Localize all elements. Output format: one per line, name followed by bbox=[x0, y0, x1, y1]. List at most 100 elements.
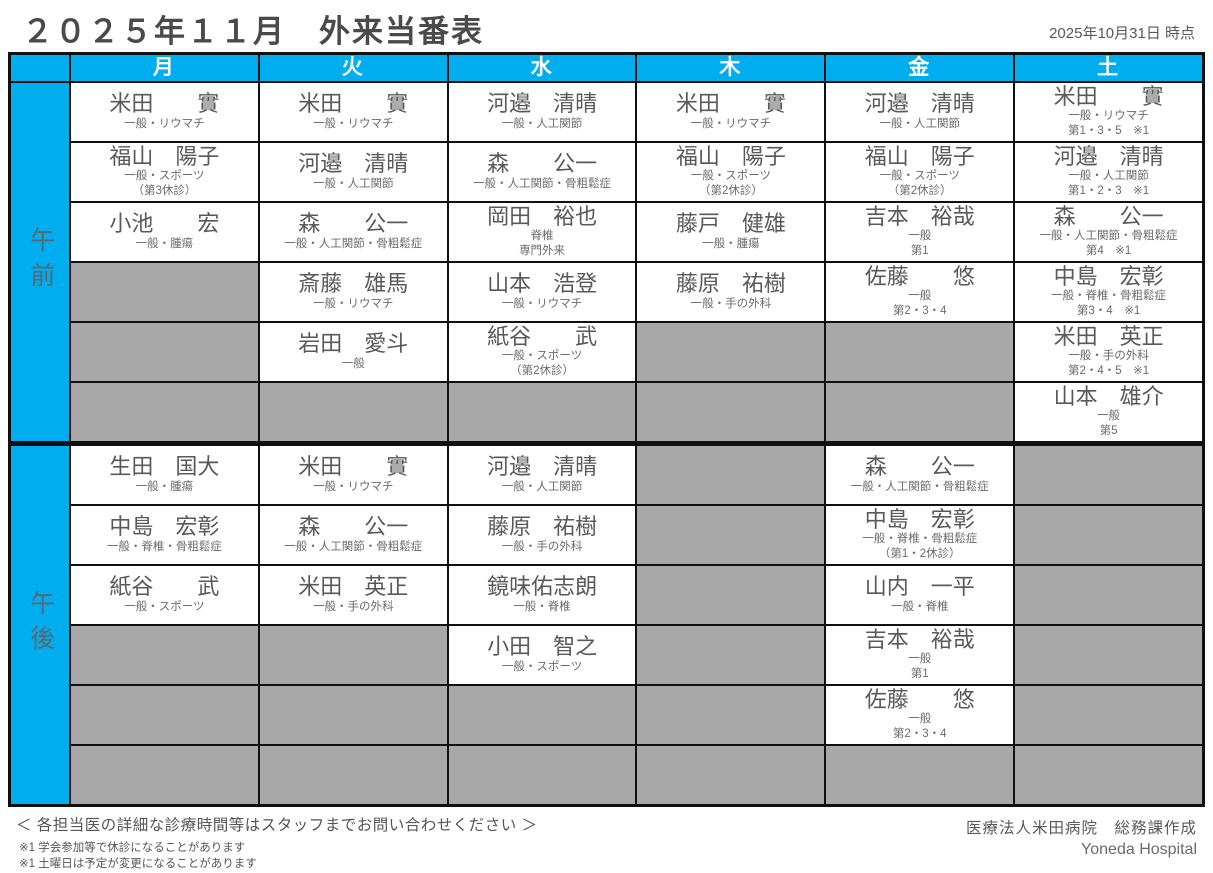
page-title: ２０２５年１１月 外来当番表 bbox=[22, 14, 484, 49]
roster-cell: 藤原 祐樹 一般・手の外科 bbox=[636, 262, 826, 322]
doctor-specialty: 一般 bbox=[908, 230, 932, 243]
roster-cell: 河邉 清晴 一般・人工関節 bbox=[447, 82, 637, 142]
day-header-3: 水 bbox=[447, 54, 637, 82]
roster-cell: 佐藤 悠一般第2・3・4 bbox=[825, 685, 1015, 745]
doctor-specialty: 一般・手の外科 bbox=[1068, 350, 1149, 363]
doctor-name: 河邉 清晴 bbox=[1053, 143, 1164, 169]
roster-cell: 森 公一 一般・人工関節・骨粗鬆症 bbox=[258, 505, 448, 565]
empty-cell bbox=[70, 322, 259, 382]
roster-cell: 中島 宏彰 一般・脊椎・骨粗鬆症 （第1・2休診） bbox=[825, 505, 1015, 565]
doctor-specialty: 脊椎 bbox=[530, 230, 554, 243]
doctor-specialty: 一般・人工関節・骨粗鬆症 bbox=[284, 540, 423, 553]
doctor-specialty: 一般・人工関節 bbox=[1068, 170, 1149, 183]
as-of-date: 2025年10月31日 時点 bbox=[1049, 25, 1195, 42]
day-header-2: 火 bbox=[258, 54, 448, 82]
empty-cell bbox=[447, 382, 637, 442]
section-label: 午後 bbox=[10, 445, 70, 805]
doctor-specialty: 第3・4 ※1 bbox=[1076, 305, 1141, 318]
footnote-1: ※1 学会参加等で休診になることがあります bbox=[19, 842, 246, 854]
doctor-name: 河邉 清晴 bbox=[864, 91, 975, 117]
doctor-specialty: 一般・人工関節 bbox=[501, 117, 583, 130]
doctor-name: 森 公一 bbox=[298, 211, 409, 237]
roster-cell: 福山 陽子 一般・スポーツ （第2休診） bbox=[636, 142, 826, 202]
doctor-name: 米田 實 bbox=[1053, 83, 1164, 109]
doctor-specialty: 第2・3・4 bbox=[892, 728, 947, 741]
roster-cell: 吉本 裕哉 一般 第1 bbox=[825, 202, 1015, 262]
doctor-specialty: 一般・腫瘍 bbox=[135, 480, 194, 493]
empty-cell bbox=[70, 625, 259, 685]
doctor-specialty: 一般・人工関節 bbox=[312, 177, 394, 190]
doctor-specialty: 一般 bbox=[908, 290, 932, 303]
doctor-specialty: 一般・スポーツ bbox=[690, 170, 772, 183]
doctor-specialty: 一般・脊椎・骨粗鬆症 bbox=[1051, 290, 1167, 303]
doctor-specialty: 一般・脊椎 bbox=[513, 600, 571, 613]
empty-cell bbox=[447, 685, 637, 745]
empty-cell bbox=[258, 382, 448, 442]
day-header-4: 木 bbox=[636, 54, 826, 82]
empty-cell bbox=[258, 625, 448, 685]
doctor-name: 河邉 清晴 bbox=[487, 454, 598, 480]
roster-cell: 藤原 祐樹 一般・手の外科 bbox=[447, 505, 637, 565]
empty-cell bbox=[1014, 445, 1203, 505]
doctor-specialty: 一般・手の外科 bbox=[501, 540, 583, 553]
doctor-name: 福山 陽子 bbox=[109, 143, 220, 169]
doctor-specialty: （第1・2休診） bbox=[878, 548, 961, 561]
doctor-specialty: 一般 bbox=[341, 357, 365, 370]
roster-cell: 米田 英正 一般・手の外科 bbox=[258, 565, 448, 625]
doctor-specialty: 一般・リウマチ bbox=[124, 117, 205, 130]
doctor-specialty: 一般 bbox=[908, 713, 932, 726]
doctor-name: 佐藤 悠 bbox=[864, 686, 975, 712]
doctor-specialty: 一般・手の外科 bbox=[312, 600, 394, 613]
doctor-name: 藤原 祐樹 bbox=[487, 514, 598, 540]
doctor-name: 吉本 裕哉 bbox=[864, 203, 975, 229]
doctor-name: 岩田 愛斗 bbox=[298, 331, 409, 357]
doctor-name: 福山 陽子 bbox=[675, 143, 786, 169]
doctor-specialty: 一般 bbox=[1097, 410, 1121, 423]
empty-cell bbox=[636, 382, 826, 442]
doctor-name: 河邉 清晴 bbox=[298, 151, 409, 177]
roster-cell: 山本 浩登 一般・リウマチ bbox=[447, 262, 637, 322]
empty-cell bbox=[825, 745, 1015, 805]
empty-cell bbox=[70, 745, 259, 805]
doctor-name: 吉本 裕哉 bbox=[864, 626, 975, 652]
empty-cell bbox=[1014, 625, 1203, 685]
doctor-specialty: 一般・脊椎・骨粗鬆症 bbox=[862, 533, 978, 546]
doctor-name: 福山 陽子 bbox=[864, 143, 975, 169]
doctor-specialty: 一般・リウマチ bbox=[312, 297, 394, 310]
doctor-specialty: 一般・スポーツ bbox=[501, 660, 583, 673]
doctor-specialty: 一般・リウマチ bbox=[1068, 110, 1149, 123]
doctor-name: 山内 一平 bbox=[864, 574, 975, 600]
doctor-name: 森 公一 bbox=[1053, 203, 1164, 229]
roster-cell: 吉本 裕哉 一般 第1 bbox=[825, 625, 1015, 685]
roster-cell: 佐藤 悠一般 第2・3・4 bbox=[825, 262, 1015, 322]
corner-cell bbox=[10, 54, 70, 82]
roster-cell: 河邉 清晴 一般・人工関節 第1・2・3 ※1 bbox=[1014, 142, 1203, 202]
day-header-5: 金 bbox=[825, 54, 1015, 82]
doctor-specialty: 一般・リウマチ bbox=[690, 117, 772, 130]
roster-cell: 岩田 愛斗 一般 bbox=[258, 322, 448, 382]
doctor-specialty: 一般・人工関節・骨粗鬆症 bbox=[850, 480, 989, 493]
empty-cell bbox=[636, 322, 826, 382]
doctor-name: 藤戸 健雄 bbox=[675, 211, 786, 237]
roster-cell: 鏡味佑志朗 一般・脊椎 bbox=[447, 565, 637, 625]
doctor-specialty: 一般 bbox=[908, 653, 932, 666]
doctor-name: 斎藤 雄馬 bbox=[298, 271, 409, 297]
roster-cell: 河邉 清晴 一般・人工関節 bbox=[258, 142, 448, 202]
doctor-specialty: 一般・リウマチ bbox=[501, 297, 583, 310]
roster-cell: 生田 国大 一般・腫瘍 bbox=[70, 445, 259, 505]
doctor-name: 紙谷 武 bbox=[109, 574, 220, 600]
roster-cell: 中島 宏彰 一般・脊椎・骨粗鬆症 bbox=[70, 505, 259, 565]
roster-cell: 紙谷 武一般・スポーツ （第2休診） bbox=[447, 322, 637, 382]
roster-cell: 森 公一 一般・人工関節・骨粗鬆症 bbox=[447, 142, 637, 202]
doctor-specialty: 第1・3・5 ※1 bbox=[1067, 125, 1150, 138]
empty-cell bbox=[1014, 745, 1203, 805]
empty-cell bbox=[636, 565, 826, 625]
empty-cell bbox=[447, 745, 637, 805]
doctor-name: 中島 宏彰 bbox=[864, 506, 975, 532]
roster-cell: 森 公一 一般・人工関節・骨粗鬆症 bbox=[825, 445, 1015, 505]
doctor-specialty: 一般・手の外科 bbox=[690, 297, 772, 310]
empty-cell bbox=[258, 745, 448, 805]
roster-cell: 中島 宏彰 一般・脊椎・骨粗鬆症 第3・4 ※1 bbox=[1014, 262, 1203, 322]
doctor-name: 中島 宏彰 bbox=[109, 514, 220, 540]
doctor-specialty: （第2休診） bbox=[510, 365, 575, 378]
